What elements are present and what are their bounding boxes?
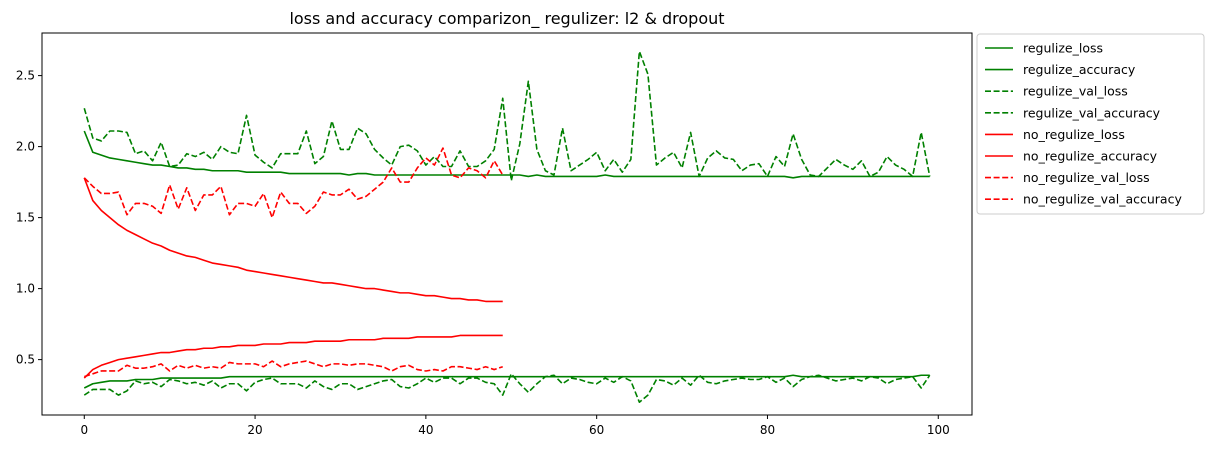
series-line-regulize-val-loss: [83, 50, 931, 182]
legend: regulize_loss regulize_accuracy regulize_v…: [976, 33, 1205, 215]
legend-label-no-regulize-val-loss: no_regulize_val_loss: [1023, 170, 1150, 185]
y-tick-label: 1.0: [16, 282, 35, 296]
legend-label-no-regulize-val-accuracy: no_regulize_val_accuracy: [1023, 192, 1182, 207]
axes-frame: [41, 32, 973, 416]
series-line-regulize-val-accuracy: [83, 373, 931, 404]
x-tick-label: 0: [80, 423, 88, 437]
legend-label-no-regulize-accuracy: no_regulize_accuracy: [1023, 149, 1158, 164]
x-tick-label: 80: [760, 423, 775, 437]
series-line-regulize-accuracy: [83, 374, 930, 389]
series-line-no-regulize-loss: [83, 177, 503, 303]
legend-label-no-regulize-loss: no_regulize_loss: [1023, 127, 1125, 142]
plot-area: [41, 32, 973, 416]
x-tick-label: 100: [927, 423, 950, 437]
series-line-no-regulize-val-loss: [83, 147, 504, 219]
y-tick-label: 2.0: [16, 140, 35, 154]
x-tick-label: 60: [589, 423, 604, 437]
y-tick-label: 2.5: [16, 69, 35, 83]
y-tick-label: 0.5: [16, 353, 35, 367]
series-layer: [83, 50, 931, 404]
series-line-no-regulize-accuracy: [83, 334, 503, 379]
series-line-no-regulize-val-accuracy: [84, 360, 503, 378]
x-tick-label: 40: [418, 423, 433, 437]
legend-label-regulize-val-accuracy: regulize_val_accuracy: [1023, 105, 1161, 120]
x-tick-label: 20: [247, 423, 262, 437]
legend-box: [976, 33, 1205, 215]
legend-label-regulize-loss: regulize_loss: [1023, 41, 1103, 56]
series-line-regulize-loss: [83, 130, 930, 179]
y-axis: 0.5 1.0 1.5 2.0 2.5: [16, 69, 42, 367]
chart-title: loss and accuracy comparizon_ regulizer:…: [289, 9, 724, 29]
legend-label-regulize-val-loss: regulize_val_loss: [1023, 84, 1128, 99]
y-tick-label: 1.5: [16, 211, 35, 225]
x-axis: 0 20 40 60 80 100: [80, 415, 950, 437]
legend-label-regulize-accuracy: regulize_accuracy: [1023, 62, 1136, 77]
